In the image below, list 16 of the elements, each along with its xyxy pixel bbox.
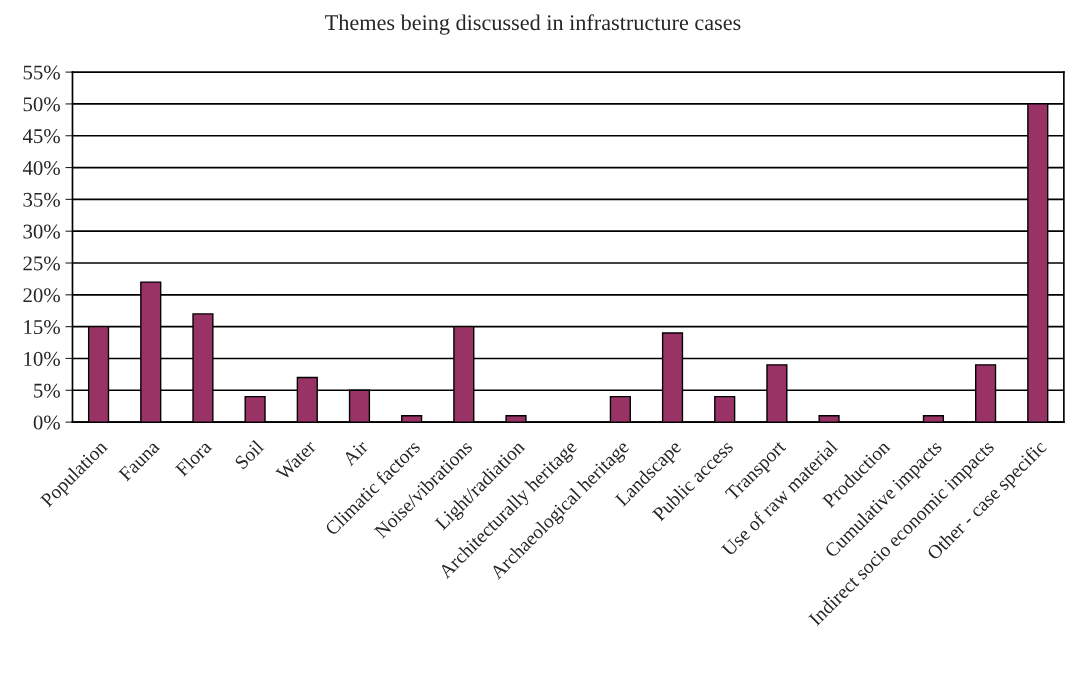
y-tick-label: 45% [22, 129, 60, 144]
y-tick-label: 35% [23, 192, 60, 207]
y-tick-label: 25% [23, 256, 60, 271]
y-tick-label: 30% [23, 224, 60, 239]
y-tick-label: 20% [23, 288, 60, 303]
y-tick-label: 40% [22, 160, 60, 176]
y-tick-label: 55% [23, 65, 60, 80]
y-tick-label: 50% [23, 97, 60, 112]
y-tick-label: 0% [33, 415, 60, 430]
y-tick-label: 10% [24, 351, 60, 366]
chart-title: Themes being discussed in infrastructure cases [325, 14, 741, 35]
y-tick-label: 5% [34, 383, 60, 398]
x-tick-label: Soil [233, 439, 265, 470]
x-tick-label: Air [341, 439, 369, 467]
x-tick-label: Flora [174, 438, 213, 478]
y-tick-label: 15% [24, 320, 60, 335]
